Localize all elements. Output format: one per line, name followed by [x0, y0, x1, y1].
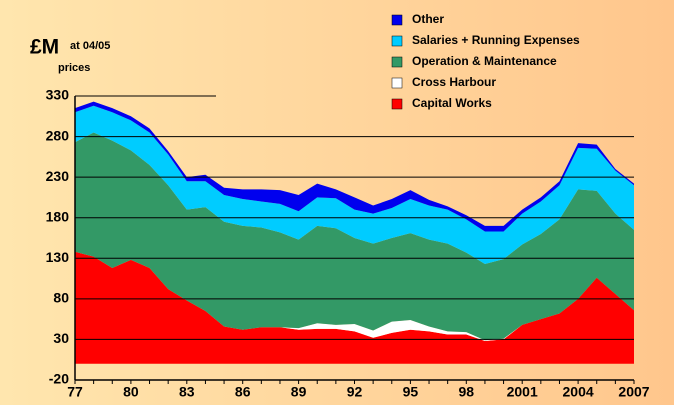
x-tick-label: 80 [123, 384, 139, 400]
x-tick-label: 98 [459, 384, 475, 400]
legend-swatch [391, 14, 403, 26]
y-tick-label: 130 [46, 249, 70, 265]
x-tick-label: 2001 [507, 384, 538, 400]
x-tick-label: 2007 [618, 384, 649, 400]
y-tick-label: 280 [46, 127, 70, 143]
legend-swatch [391, 98, 403, 110]
legend-label: Salaries + Running Expenses [412, 33, 580, 47]
x-tick-label: 86 [235, 384, 251, 400]
area [75, 101, 634, 232]
y-tick-label: 230 [46, 168, 70, 184]
legend-label: Other [412, 12, 444, 26]
y-tick-label: 330 [46, 87, 70, 103]
legend-label: Cross Harbour [412, 75, 496, 89]
y-tick-label: -20 [49, 371, 69, 387]
x-tick-label: 83 [179, 384, 195, 400]
area [75, 132, 634, 341]
legend-label: Capital Works [412, 96, 492, 110]
x-tick-label: 77 [67, 384, 83, 400]
x-tick-label: 95 [403, 384, 419, 400]
x-tick-label: 92 [347, 384, 363, 400]
y-tick-label: 180 [46, 208, 70, 224]
y-tick-label: 30 [53, 330, 69, 346]
y-tick-label: 80 [53, 290, 69, 306]
legend-swatch [391, 56, 403, 68]
subtitle: at 04/05 [70, 40, 110, 52]
legend-label: Operation & Maintenance [412, 54, 557, 68]
x-tick-label: 89 [291, 384, 307, 400]
chart-title: £M [30, 36, 59, 59]
legend-swatch [391, 77, 403, 89]
subtitle: prices [58, 62, 90, 74]
area [75, 105, 634, 264]
area [75, 251, 634, 364]
x-tick-label: 2004 [563, 384, 594, 400]
legend-swatch [391, 35, 403, 47]
